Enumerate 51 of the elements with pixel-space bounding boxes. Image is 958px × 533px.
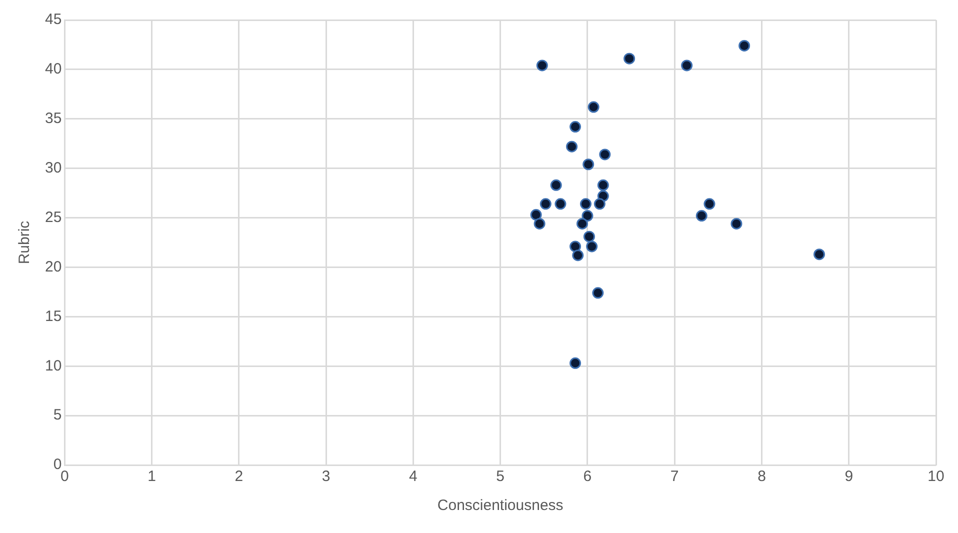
x-tick-label: 3 — [322, 468, 330, 486]
point — [696, 210, 708, 222]
point — [566, 140, 578, 152]
y-tick-label: 0 — [53, 456, 62, 474]
point — [586, 240, 598, 252]
x-tick-label: 1 — [148, 468, 156, 486]
point — [534, 218, 546, 230]
point — [597, 179, 609, 191]
point — [572, 250, 584, 262]
y-tick-label: 15 — [44, 308, 62, 325]
x-tick-label: 7 — [670, 468, 679, 486]
y-tick-label: 20 — [44, 258, 62, 276]
point — [813, 248, 825, 260]
point — [570, 357, 582, 369]
point — [582, 210, 594, 222]
point — [582, 158, 594, 170]
point — [536, 60, 548, 72]
y-tick-label: 5 — [53, 406, 62, 424]
y-axis-title: Rubric — [16, 220, 34, 264]
point — [681, 60, 693, 72]
point — [588, 101, 600, 113]
y-tick-label: 35 — [44, 110, 62, 128]
point — [570, 240, 582, 252]
point — [704, 198, 716, 210]
point — [730, 218, 742, 230]
y-tick-label: 10 — [44, 357, 62, 374]
point — [554, 198, 566, 210]
x-tick-label: 4 — [409, 468, 418, 486]
x-tick-label: 5 — [496, 468, 505, 486]
y-tick-label: 25 — [44, 208, 62, 226]
point — [583, 230, 595, 242]
point — [624, 52, 636, 64]
x-tick-label: 8 — [758, 468, 766, 486]
x-axis-title: Conscientiousness — [437, 497, 564, 514]
point — [550, 179, 562, 191]
point — [576, 218, 588, 230]
x-tick-label: 9 — [844, 468, 854, 486]
x-tick-label: 6 — [583, 468, 592, 486]
y-tick-label: 30 — [44, 159, 62, 176]
point — [599, 148, 611, 160]
x-tick-label: 10 — [928, 468, 944, 486]
point — [594, 198, 606, 210]
x-tick-label: 2 — [234, 468, 244, 486]
point — [580, 198, 592, 210]
point — [540, 198, 552, 210]
point — [738, 40, 750, 52]
y-tick-label: 45 — [44, 11, 62, 28]
point — [570, 121, 582, 133]
point — [592, 287, 604, 299]
point — [530, 209, 542, 221]
y-tick-label: 40 — [44, 60, 62, 78]
